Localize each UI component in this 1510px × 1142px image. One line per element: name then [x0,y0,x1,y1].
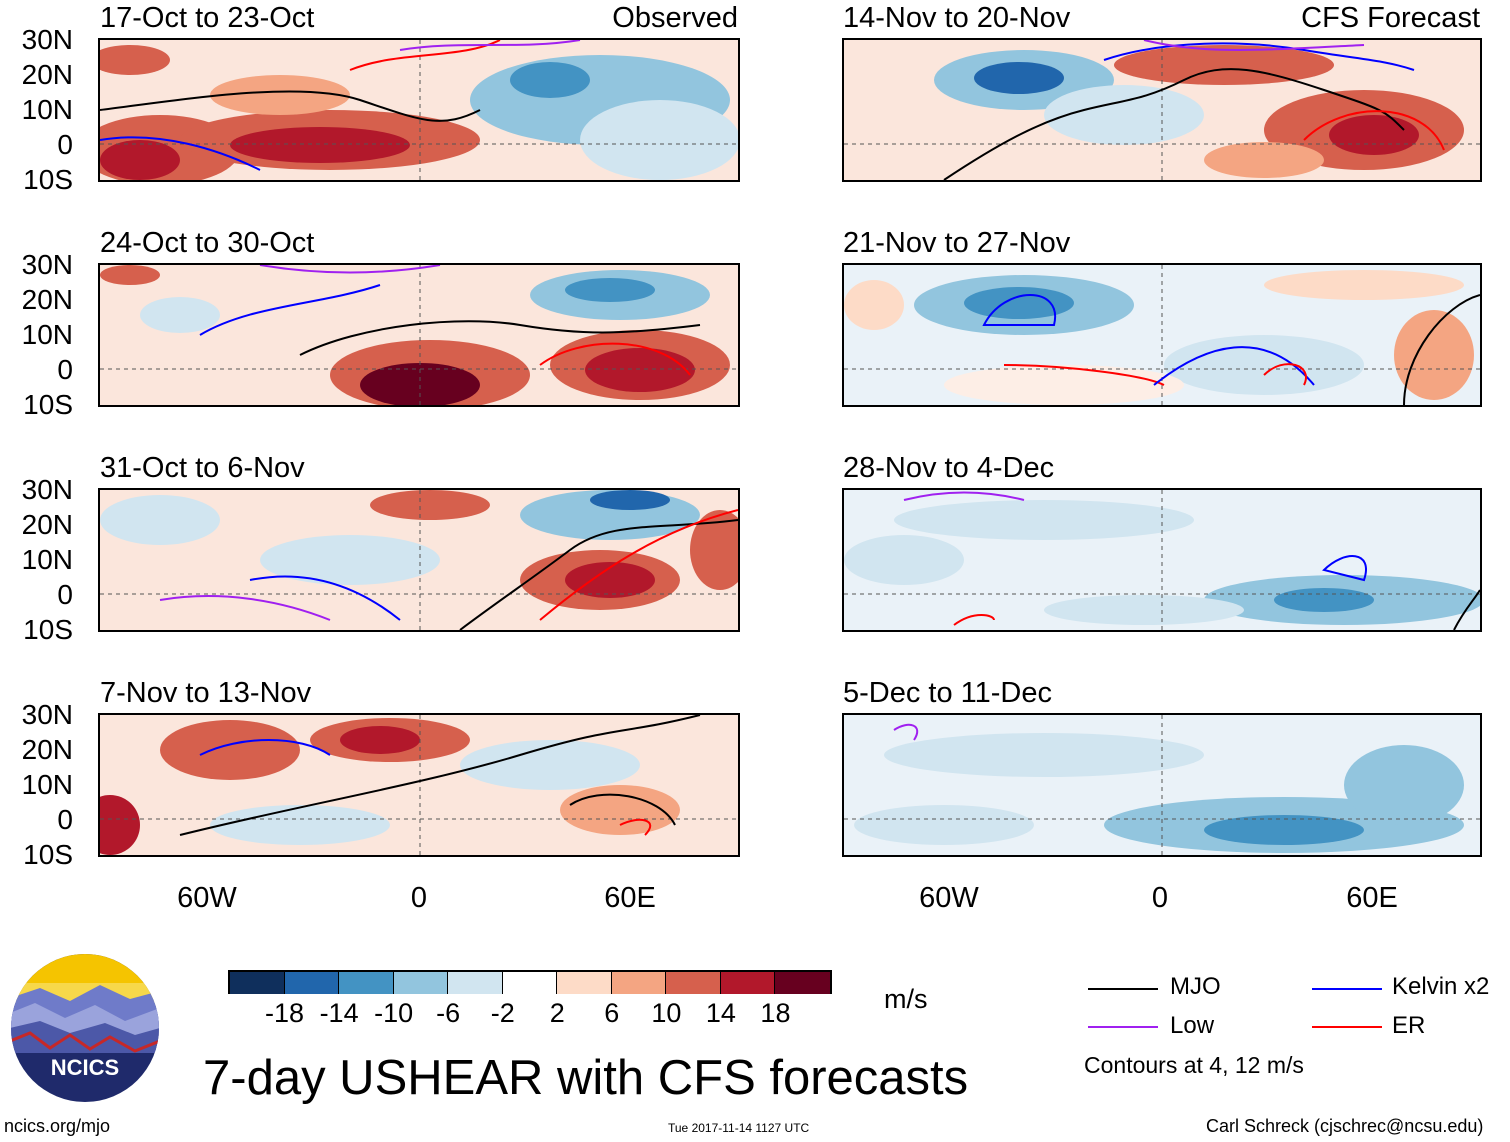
colorbar-swatch [720,972,776,994]
legend-label-er: ER [1392,1012,1426,1039]
colorbar-unit: m/s [884,984,928,1014]
lon-label: 60E [604,882,656,914]
lat-label: 10S [23,164,73,195]
colorbar-swatch [339,972,394,994]
colorbar-swatch [393,972,449,994]
lon-label: 0 [1151,882,1169,914]
colorbar-tick-label: 2 [549,998,565,1028]
colorbar-swatch [557,972,612,994]
legend-label-kelvin: Kelvin x2 [1392,973,1490,1000]
ncics-logo: NCICS [10,953,160,1103]
colorbar-tick-label: -10 [374,998,414,1028]
panel-tag-observed: Observed [612,2,738,34]
colorbar-swatch [502,972,558,994]
map-panel [98,38,740,182]
panel-title: 7-Nov to 13-Nov [100,677,312,709]
lat-label: 0 [57,129,73,160]
footer-timestamp: Tue 2017-11-14 1127 UTC [668,1121,810,1135]
map-panel [98,713,740,857]
lat-label: 10N [21,94,73,125]
map-panel [842,38,1482,182]
colorbar-swatch [666,972,721,994]
colorbar-swatch [284,972,340,994]
lon-label: 60W [919,882,979,914]
legend-line-low [1088,1026,1158,1028]
lat-label: 0 [57,579,73,610]
legend-line-kelvin [1312,988,1382,990]
colorbar-tick-label: -14 [319,998,359,1028]
colorbar-tick-label: -2 [490,998,515,1028]
lon-label: 60W [177,882,237,914]
logo-text: NCICS [50,1055,120,1080]
lat-label: 10N [21,769,73,800]
lat-label: 0 [57,354,73,385]
lat-label: 30N [21,474,73,505]
panel-title: 14-Nov to 20-Nov [843,2,1071,34]
colorbar-labels: -18 -14 -10 -6 -2 2 6 10 14 18 [228,998,832,1032]
main-title: 7-day USHEAR with CFS forecasts [203,1051,969,1105]
panel-title: 24-Oct to 30-Oct [100,227,315,259]
colorbar-swatch [230,972,285,994]
colorbar-tick-label: -18 [265,998,305,1028]
legend-label-mjo: MJO [1170,973,1221,1000]
colorbar-tick-label: 18 [760,998,791,1028]
colorbar-swatch [775,972,830,994]
map-panel [98,488,740,632]
lat-label: 20N [21,509,73,540]
lat-label: 30N [21,699,73,730]
colorbar-tick-label: 10 [651,998,682,1028]
lat-label: 10N [21,544,73,575]
lat-label: 30N [21,249,73,280]
legend-line-mjo [1088,988,1158,990]
lat-label: 20N [21,734,73,765]
lat-label: 0 [57,804,73,835]
lat-label: 20N [21,284,73,315]
lat-label: 30N [21,24,73,55]
lon-label: 0 [410,882,428,914]
colorbar-swatch [448,972,503,994]
lat-label: 20N [21,59,73,90]
panel-title: 21-Nov to 27-Nov [843,227,1071,259]
map-panel [842,263,1482,407]
colorbar-tick-label: 6 [604,998,620,1028]
legend-note: Contours at 4, 12 m/s [1084,1052,1304,1078]
colorbar-tick-label: 14 [705,998,736,1028]
legend-line-er [1312,1026,1382,1028]
lon-label: 60E [1346,882,1398,914]
footer-right: Carl Schreck (cjschrec@ncsu.edu) [1206,1116,1484,1136]
lat-label: 10N [21,319,73,350]
colorbar-tick-label: -6 [436,998,461,1028]
map-panel [98,263,740,407]
colorbar [228,970,832,994]
lat-label: 10S [23,614,73,645]
panel-title: 5-Dec to 11-Dec [843,677,1052,709]
panel-title: 28-Nov to 4-Dec [843,452,1055,484]
legend-label-low: Low [1170,1012,1215,1039]
panel-tag-cfs-forecast: CFS Forecast [1301,2,1480,34]
panel-title: 17-Oct to 23-Oct [100,2,315,34]
lat-label: 10S [23,389,73,420]
map-panel [842,713,1482,857]
panel-title: 31-Oct to 6-Nov [100,452,305,484]
colorbar-swatch [611,972,667,994]
footer-left: ncics.org/mjo [4,1116,111,1136]
lat-label: 10S [23,839,73,870]
map-panel [842,488,1482,632]
